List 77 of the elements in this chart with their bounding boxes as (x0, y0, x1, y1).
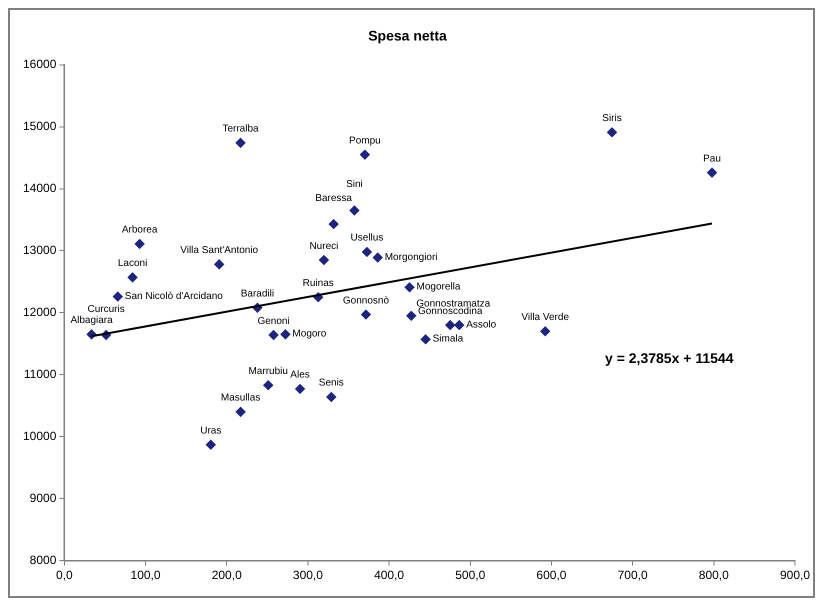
annotation: Ruinas (302, 278, 334, 289)
point (372, 252, 383, 263)
y-tick-label: 16000 (22, 57, 57, 72)
point (214, 259, 224, 270)
annotation: Nureci (309, 240, 338, 252)
annotation: Genoni (257, 316, 290, 327)
annotation: Usellus (350, 232, 384, 244)
y-tick-label: 12000 (22, 305, 57, 320)
point (406, 310, 416, 321)
x-tick-label: 400,0 (374, 568, 404, 582)
chart-title: Spesa netta (368, 27, 448, 44)
annotation: Uras (200, 425, 222, 436)
x-tick-label: 600,0 (536, 568, 567, 582)
point (445, 320, 456, 330)
annotation: Arborea (122, 224, 158, 236)
point (263, 380, 274, 390)
point (707, 168, 718, 178)
point (360, 310, 371, 320)
x-tick-label: 500,0 (455, 568, 486, 582)
annotation: Marrubiu (248, 366, 288, 377)
annotation: Pau (703, 153, 721, 164)
y-tick-label: 9000 (30, 490, 57, 505)
annotation: Morgongiori (384, 252, 438, 263)
y-tick-label: 15000 (22, 119, 57, 134)
annotation: Villa Verde (521, 312, 570, 324)
x-tick-label: 300,0 (292, 568, 324, 582)
point (134, 238, 145, 249)
y-tick-label: 13000 (22, 243, 57, 258)
x-tick-label: 700,0 (618, 568, 648, 582)
y-tick-label: 10000 (22, 428, 57, 443)
point (326, 392, 336, 402)
x-tick-label: 200,0 (212, 568, 242, 582)
point (540, 326, 550, 336)
annotation: San Nicolò d'Arcidano (124, 290, 224, 302)
point (295, 384, 306, 394)
point (328, 219, 339, 230)
point (206, 440, 216, 450)
y-tick-label: 14000 (22, 181, 57, 196)
annotation: y = 2,3785x + 11544 (605, 350, 734, 366)
point (420, 334, 431, 344)
point (236, 406, 246, 417)
annotation: Sini (346, 179, 363, 190)
x-tick-label: 0,0 (56, 568, 74, 582)
x-tick-label: 900,0 (780, 568, 810, 582)
annotation: Laconi (118, 258, 148, 270)
point (607, 127, 618, 138)
point (236, 138, 246, 148)
point (360, 150, 370, 160)
point (112, 292, 123, 302)
y-tick-label: 8000 (30, 552, 57, 567)
annotation: Baradili (240, 288, 274, 300)
point (349, 205, 360, 216)
annotation: Terralba (222, 124, 260, 135)
annotation: Mogorella (416, 282, 461, 293)
annotation: Curcuris (87, 304, 125, 315)
annotation: Ales (290, 370, 310, 381)
annotation: Mogoro (292, 328, 327, 340)
annotation: Albagiara (70, 315, 114, 326)
point (268, 330, 279, 340)
annotation: Siris (602, 113, 622, 124)
x-tick-label: 800,0 (698, 568, 730, 582)
annotation: Senis (318, 378, 344, 389)
point (454, 320, 464, 330)
annotation: Simala (432, 334, 464, 345)
point (362, 246, 372, 257)
annotation: Gonnosnò (342, 295, 390, 306)
point (128, 272, 138, 282)
x-tick-label: 100,0 (130, 568, 161, 582)
annotation: Masullas (220, 392, 260, 404)
point (404, 282, 415, 292)
annotation: Villa Sant'Antonio (180, 245, 259, 256)
point (318, 255, 329, 266)
y-tick-label: 11000 (24, 366, 57, 381)
annotation: Pompu (349, 135, 381, 146)
annotation: Assolo (466, 319, 497, 330)
point (280, 329, 290, 340)
annotation: Baressa (315, 192, 352, 204)
